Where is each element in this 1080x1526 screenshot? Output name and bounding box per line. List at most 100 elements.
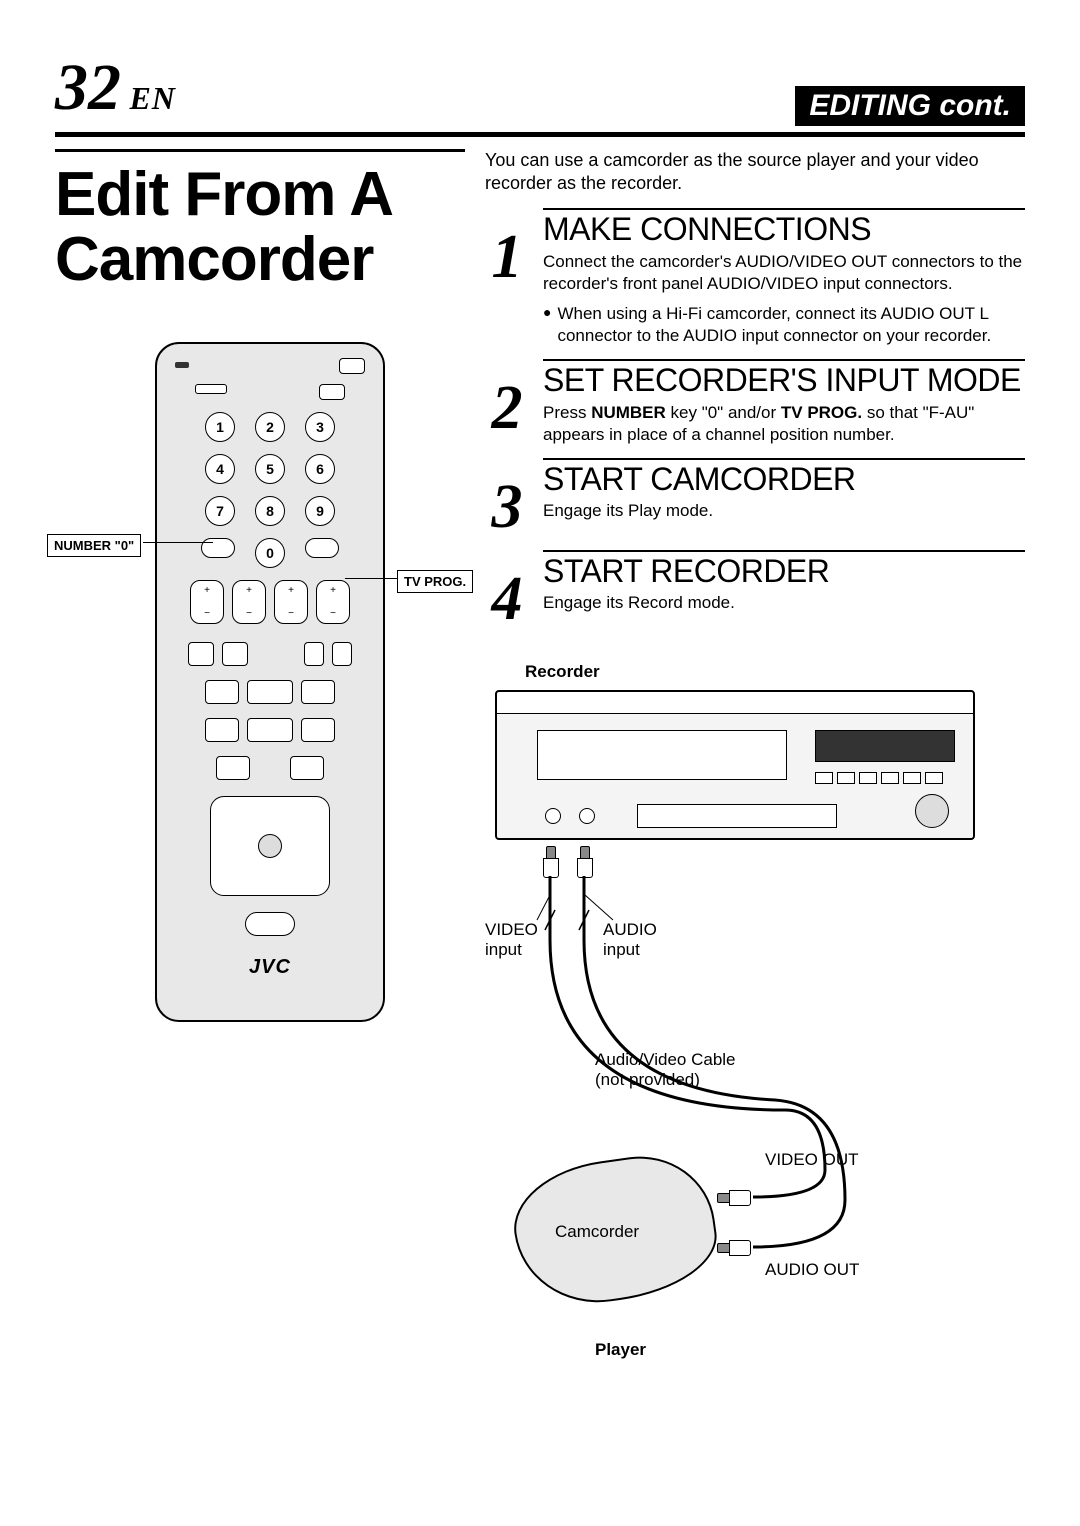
page-number-block: 32 EN — [55, 50, 176, 126]
remote-led-icon — [175, 362, 189, 368]
audio-input-label: AUDIO input — [603, 920, 657, 961]
remote-strip-row — [167, 384, 373, 400]
step-2-number: 2 — [485, 377, 529, 446]
sm-btn-icon — [188, 642, 214, 666]
num-key-6: 6 — [305, 454, 335, 484]
step-1-bullet: ● When using a Hi-Fi camcorder, connect … — [543, 303, 1025, 347]
connection-diagram: Recorder VIDEO input AUDIO input — [485, 660, 1025, 1380]
step-3-title: START CAMCORDER — [543, 458, 1025, 497]
sm-btn-icon — [222, 642, 248, 666]
title-rule — [55, 149, 465, 152]
remote-small-btn-icon — [319, 384, 345, 400]
num-row-1: 1 2 3 — [167, 412, 373, 442]
section-header: EDITING cont. — [795, 86, 1025, 126]
header-rule — [55, 132, 1025, 137]
content-columns: Edit From A Camcorder 1 2 — [55, 149, 1025, 1380]
aux-row — [167, 756, 373, 780]
vcr-recorder-icon — [495, 690, 975, 840]
pause-icon — [301, 718, 335, 742]
num-key-7: 7 — [205, 496, 235, 526]
vcr-panel-icon — [637, 804, 837, 828]
step-1-title: MAKE CONNECTIONS — [543, 208, 1025, 247]
ff-icon — [301, 680, 335, 704]
page-header: 32 EN EDITING cont. — [55, 50, 1025, 126]
step-4-body: START RECORDER Engage its Record mode. — [543, 550, 1025, 630]
step-3-number: 3 — [485, 476, 529, 538]
pm-4-tvprog-icon: +− — [316, 580, 350, 624]
video-out-label: VIDEO OUT — [765, 1150, 859, 1170]
step-1-bullet-text: When using a Hi-Fi camcorder, connect it… — [557, 303, 1025, 347]
stop-icon — [247, 718, 293, 742]
dpad-wrap — [167, 796, 373, 896]
video-input-label: VIDEO input — [485, 920, 538, 961]
remote-oval-left-icon — [201, 538, 235, 558]
num-key-2: 2 — [255, 412, 285, 442]
step-2-mid: key "0" and/or — [666, 403, 781, 422]
video-out-plug-icon — [717, 1190, 749, 1204]
remote-oval-right-icon — [305, 538, 339, 558]
aux-btn-icon — [290, 756, 324, 780]
transport-row-1 — [167, 680, 373, 704]
callout-tvprog: TV PROG. — [397, 570, 473, 593]
num-key-8: 8 — [255, 496, 285, 526]
num-key-5: 5 — [255, 454, 285, 484]
step-4-number: 4 — [485, 568, 529, 630]
callout-number-0: NUMBER "0" — [47, 534, 141, 557]
num-row-3: 7 8 9 — [167, 496, 373, 526]
audio-out-plug-icon — [717, 1240, 749, 1254]
vcr-display-icon — [815, 730, 955, 762]
step-2-text: Press NUMBER key "0" and/or TV PROG. so … — [543, 402, 1025, 446]
sm-btn-icon — [304, 642, 324, 666]
step-4-text: Engage its Record mode. — [543, 592, 1025, 614]
step-3-body: START CAMCORDER Engage its Play mode. — [543, 458, 1025, 538]
remote-bottom — [167, 912, 373, 936]
audio-out-label: AUDIO OUT — [765, 1260, 859, 1280]
step-1-number: 1 — [485, 226, 529, 347]
page-lang: EN — [129, 80, 175, 116]
callout-line-number0 — [143, 542, 213, 543]
remote-diagram: 1 2 3 4 5 6 7 8 9 — [55, 342, 465, 1242]
vcr-slot-icon — [537, 730, 787, 780]
num-key-4: 4 — [205, 454, 235, 484]
dpad-center-icon — [258, 834, 282, 858]
player-label: Player — [595, 1340, 646, 1360]
audio-plug-icon — [577, 846, 591, 876]
step-3-text: Engage its Play mode. — [543, 500, 1025, 522]
rew-icon — [205, 680, 239, 704]
remote-inner: 1 2 3 4 5 6 7 8 9 — [167, 354, 373, 1010]
step-4: 4 START RECORDER Engage its Record mode. — [485, 550, 1025, 630]
step-2-title: SET RECORDER'S INPUT MODE — [543, 359, 1025, 398]
callout-line-tvprog — [345, 578, 397, 579]
vcr-jacks-icon — [545, 808, 595, 824]
transport-row-2 — [167, 718, 373, 742]
remote-top-row — [167, 354, 373, 378]
dpad-icon — [210, 796, 330, 896]
num-row-2: 4 5 6 — [167, 454, 373, 484]
remote-outline: 1 2 3 4 5 6 7 8 9 — [155, 342, 385, 1022]
num-key-0: 0 — [255, 538, 285, 568]
num-key-3: 3 — [305, 412, 335, 442]
small-btn-row — [167, 642, 373, 666]
step-2-pre: Press — [543, 403, 591, 422]
remote-strip-icon — [195, 384, 227, 394]
recorder-label: Recorder — [525, 662, 600, 682]
camcorder-label: Camcorder — [555, 1222, 639, 1242]
video-jack-icon — [545, 808, 561, 824]
step-1-text: Connect the camcorder's AUDIO/VIDEO OUT … — [543, 251, 1025, 295]
play-icon — [247, 680, 293, 704]
sm-btn-icon — [332, 642, 352, 666]
video-plug-icon — [543, 846, 557, 876]
audio-jack-icon — [579, 808, 595, 824]
vcr-buttons-icon — [815, 772, 955, 784]
aux-btn-icon — [216, 756, 250, 780]
remote-brand: JVC — [167, 956, 373, 979]
num-key-9: 9 — [305, 496, 335, 526]
step-2-b2: TV PROG. — [781, 403, 862, 422]
step-3: 3 START CAMCORDER Engage its Play mode. — [485, 458, 1025, 538]
rec-icon — [205, 718, 239, 742]
page-number: 32 — [55, 51, 121, 124]
power-button-icon — [339, 358, 365, 374]
plusminus-row: +− +− +− +− — [167, 580, 373, 624]
num-key-1: 1 — [205, 412, 235, 442]
pm-3-icon: +− — [274, 580, 308, 624]
